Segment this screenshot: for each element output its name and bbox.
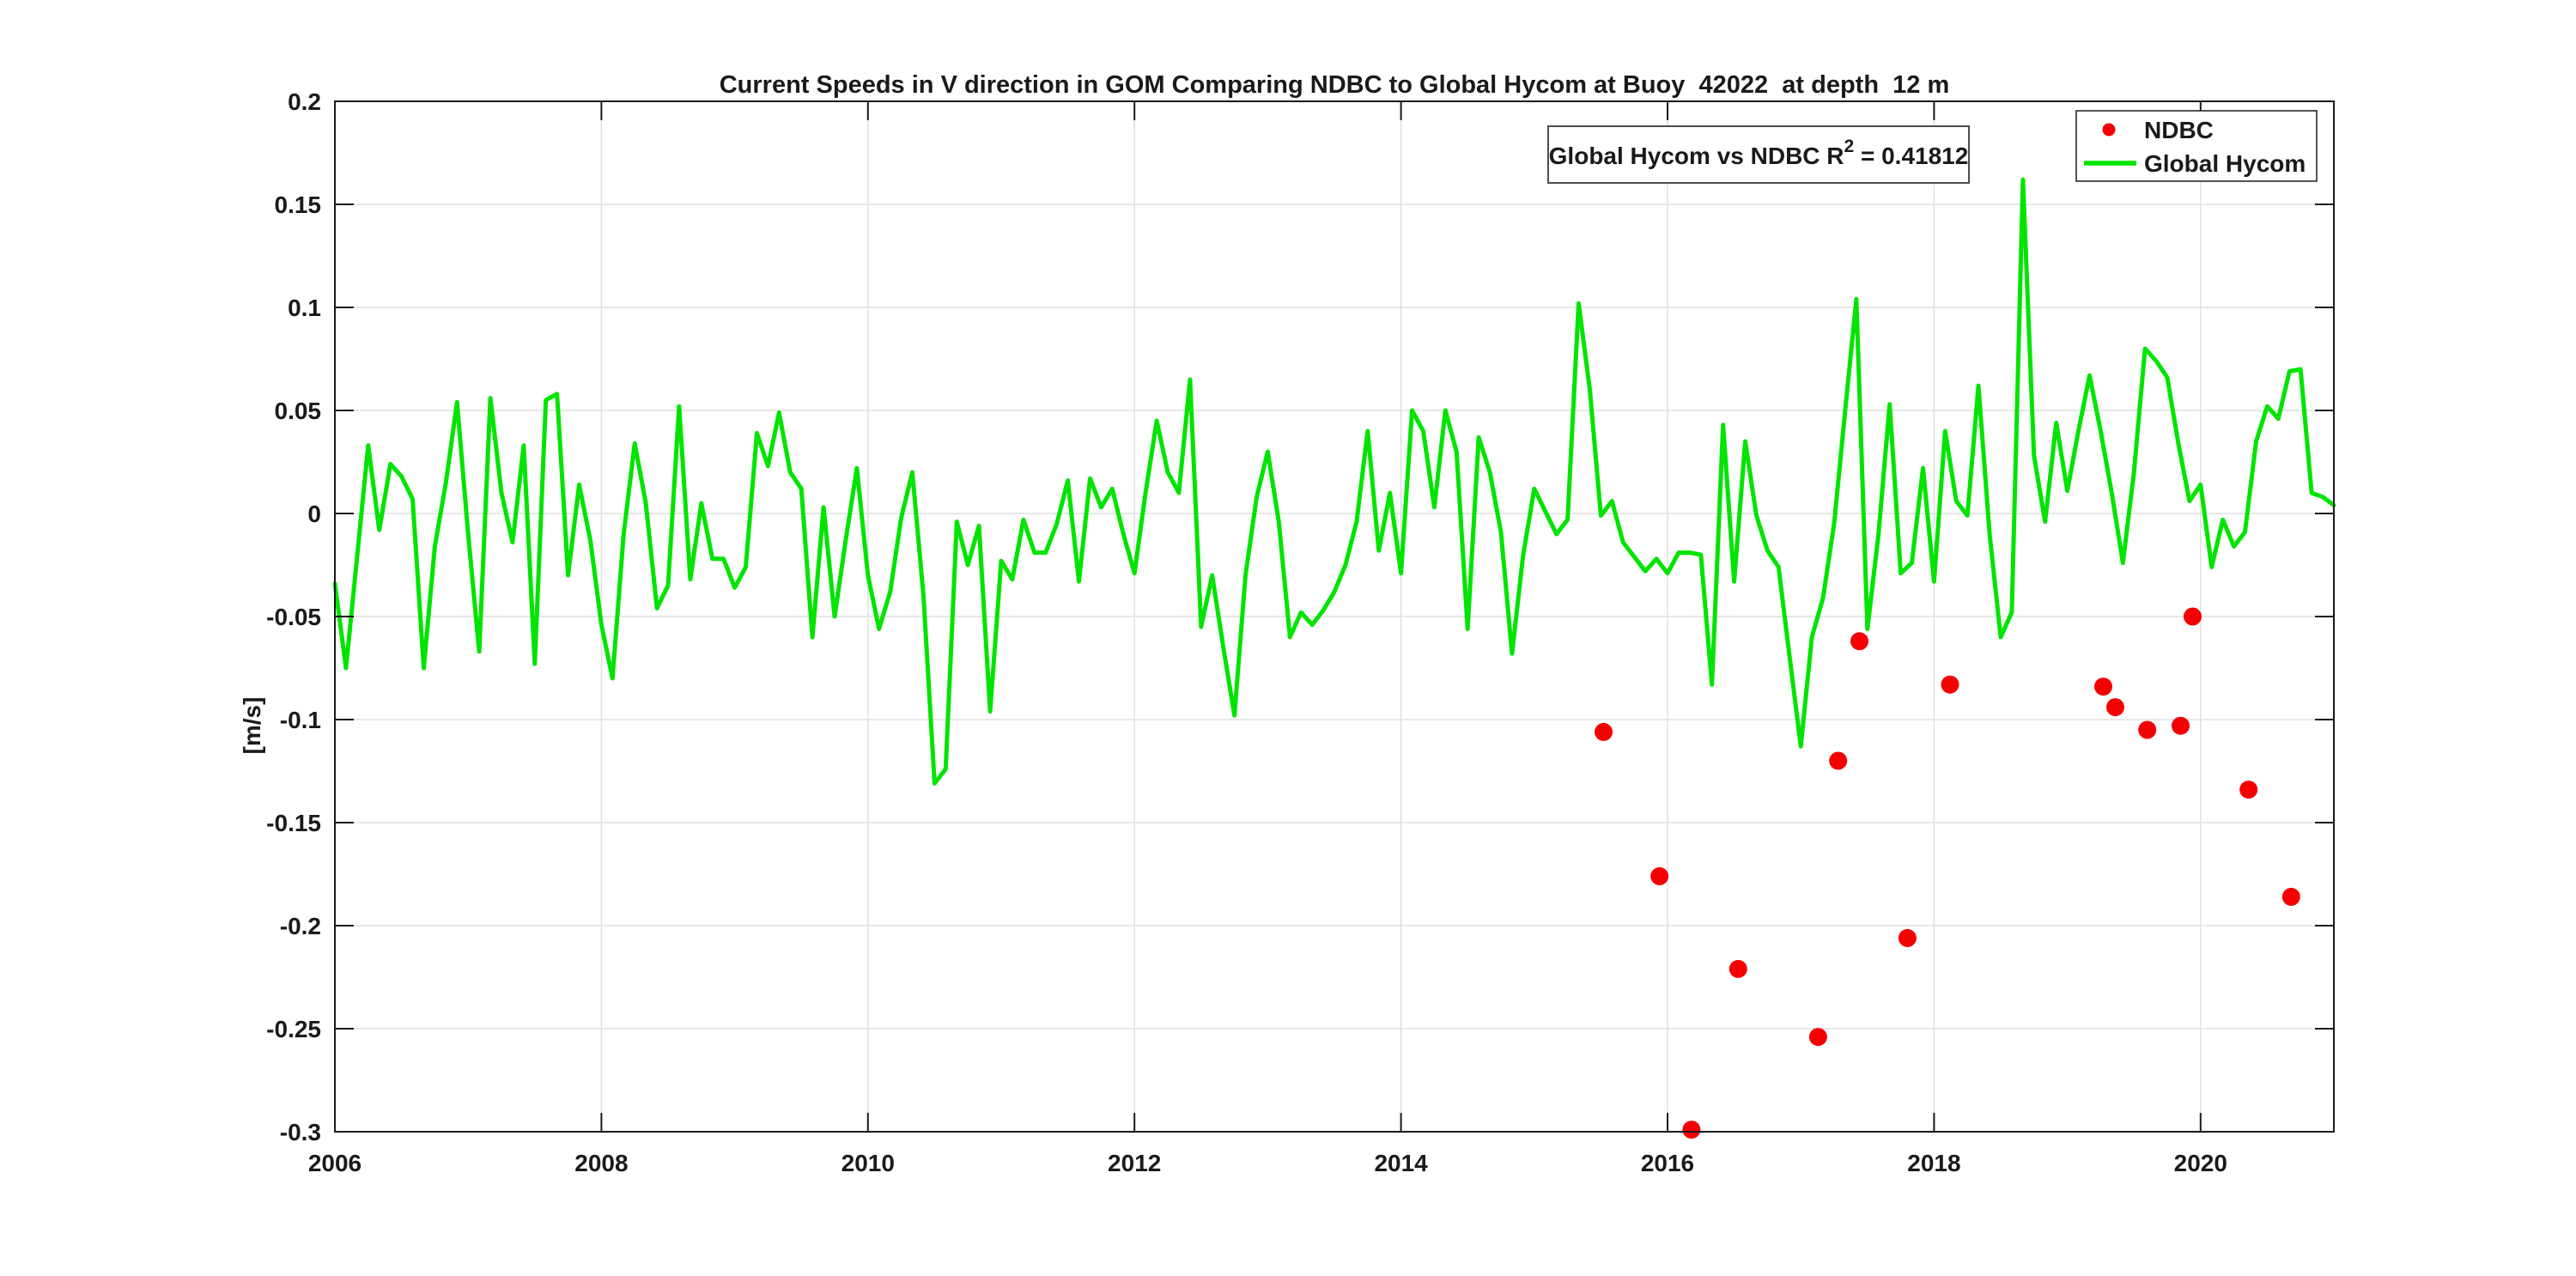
x-tick-label: 2010 — [841, 1150, 895, 1176]
r-squared-annotation: Global Hycom vs NDBC R2 = 0.41812 — [1547, 125, 1970, 184]
grid — [335, 101, 2334, 1132]
y-tick-label: 0.1 — [288, 295, 321, 321]
x-tick-label: 2012 — [1108, 1150, 1161, 1176]
r-squared-box — [1547, 125, 1970, 184]
ndbc-point — [2172, 716, 2190, 735]
ndbc-point — [1650, 866, 1669, 885]
y-tick-label: 0.2 — [288, 88, 321, 115]
x-tick-label: 2020 — [2174, 1150, 2227, 1176]
y-tick-label: -0.05 — [266, 604, 321, 630]
r-squared-text: Global Hycom vs NDBC R2 = 0.41812 — [1549, 137, 1969, 169]
y-tick-label: -0.15 — [266, 810, 321, 836]
y-tick-label: -0.3 — [280, 1119, 321, 1145]
ndbc-point — [1682, 1121, 1701, 1139]
y-tick-label: -0.2 — [280, 913, 321, 939]
ndbc-point — [2239, 781, 2258, 799]
x-tick-label: 2016 — [1641, 1150, 1694, 1176]
ndbc-point — [2138, 720, 2157, 739]
x-tick-label: 2006 — [308, 1150, 361, 1176]
ndbc-point — [1728, 959, 1747, 978]
ndbc-point — [2106, 698, 2124, 717]
y-tick-label: -0.25 — [266, 1016, 321, 1042]
legend-ndbc-marker-icon — [2102, 123, 2116, 137]
ndbc-point — [2281, 887, 2300, 906]
legend-ndbc-label: NDBC — [2144, 117, 2214, 143]
ndbc-point — [1941, 675, 1959, 694]
ndbc-point — [2184, 607, 2202, 626]
ndbc-point — [1850, 632, 1868, 651]
y-axis-label: [m/s] — [239, 697, 265, 755]
y-tick-label: 0 — [307, 501, 321, 527]
y-tick-label: 0.15 — [275, 191, 322, 218]
y-tick-label: 0.05 — [275, 398, 322, 424]
y-tick-labels: -0.3 -0.25 -0.2 -0.15 -0.1 -0.05 0 0.05 0.1 0.15 0… — [266, 88, 321, 1145]
ndbc-points — [1595, 607, 2300, 1139]
x-tick-labels: 2006 2008 2010 2012 2014 2016 2018 2020 — [308, 1150, 2227, 1176]
ndbc-point — [1595, 722, 1613, 741]
tick-marks — [335, 101, 2334, 1132]
hycom-line — [332, 177, 2336, 786]
legend-hycom-label: Global Hycom — [2144, 150, 2306, 177]
x-tick-label: 2018 — [1907, 1150, 1960, 1176]
ndbc-point — [1808, 1028, 1827, 1047]
x-tick-label: 2008 — [574, 1150, 628, 1176]
legend: NDBC Global Hycom — [2075, 110, 2318, 182]
x-tick-label: 2014 — [1374, 1150, 1428, 1176]
ndbc-point — [2094, 677, 2112, 696]
y-tick-label: -0.1 — [280, 707, 321, 733]
ndbc-point — [1829, 751, 1848, 770]
ndbc-point — [1898, 928, 1917, 947]
legend-box — [2075, 110, 2318, 182]
chart-title: Current Speeds in V direction in GOM Com… — [720, 71, 1950, 99]
